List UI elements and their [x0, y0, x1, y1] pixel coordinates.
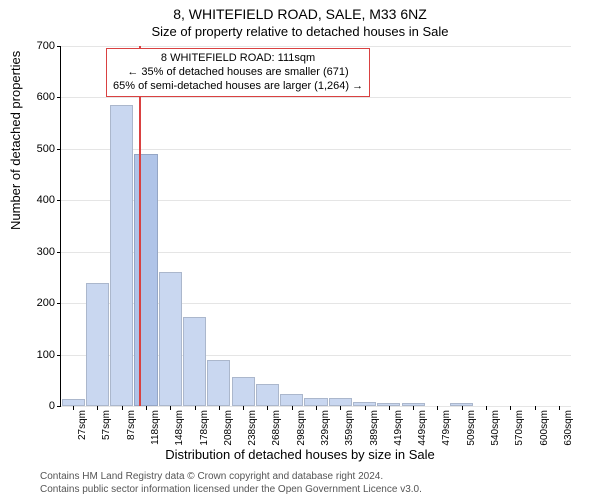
y-tick-label: 200 [37, 297, 55, 309]
x-tick-mark [292, 406, 293, 410]
y-tick-label: 600 [37, 91, 55, 103]
x-tick-label: 27sqm [77, 410, 88, 440]
annotation-line: 65% of semi-detached houses are larger (… [113, 80, 363, 94]
x-tick-label: 540sqm [490, 410, 501, 446]
x-tick-label: 479sqm [441, 410, 452, 446]
histogram-bar [86, 283, 109, 406]
x-tick-label: 178sqm [199, 410, 210, 446]
x-tick-mark [146, 406, 147, 410]
y-tick-label: 400 [37, 194, 55, 206]
gridline [61, 97, 571, 98]
x-tick-label: 570sqm [514, 410, 525, 446]
x-tick-mark [316, 406, 317, 410]
histogram-bar [159, 272, 182, 406]
annotation-line: ← 35% of detached houses are smaller (67… [113, 66, 363, 80]
x-tick-label: 359sqm [344, 410, 355, 446]
x-tick-label: 509sqm [466, 410, 477, 446]
histogram-bar [207, 360, 230, 406]
x-tick-mark [243, 406, 244, 410]
x-tick-mark [510, 406, 511, 410]
footnote-line: Contains HM Land Registry data © Crown c… [40, 471, 580, 484]
y-tick-mark [57, 252, 61, 253]
y-tick-mark [57, 303, 61, 304]
x-tick-mark [535, 406, 536, 410]
footnote-line: Contains public sector information licen… [40, 484, 580, 497]
x-tick-mark [97, 406, 98, 410]
histogram-bar [304, 398, 327, 406]
y-tick-mark [57, 355, 61, 356]
histogram-bar [62, 399, 85, 406]
x-tick-label: 449sqm [417, 410, 428, 446]
annotation-line: 8 WHITEFIELD ROAD: 111sqm [113, 52, 363, 66]
x-tick-label: 419sqm [393, 410, 404, 446]
x-tick-mark [340, 406, 341, 410]
histogram-bar [110, 105, 133, 406]
x-tick-label: 329sqm [320, 410, 331, 446]
y-tick-label: 100 [37, 349, 55, 361]
x-axis-label: Distribution of detached houses by size … [0, 447, 600, 462]
histogram-bar [280, 394, 303, 406]
y-tick-label: 500 [37, 143, 55, 155]
y-tick-mark [57, 406, 61, 407]
property-marker-line [139, 46, 141, 406]
x-tick-label: 148sqm [174, 410, 185, 446]
x-tick-label: 57sqm [101, 410, 112, 440]
y-tick-label: 0 [49, 400, 55, 412]
x-tick-label: 630sqm [563, 410, 574, 446]
y-tick-mark [57, 46, 61, 47]
x-tick-mark [413, 406, 414, 410]
x-tick-mark [219, 406, 220, 410]
x-tick-mark [170, 406, 171, 410]
histogram-bar [329, 398, 352, 406]
x-tick-mark [195, 406, 196, 410]
y-tick-label: 700 [37, 40, 55, 52]
x-tick-label: 268sqm [271, 410, 282, 446]
chart-footnotes: Contains HM Land Registry data © Crown c… [40, 471, 580, 496]
histogram-bar [256, 384, 279, 406]
x-tick-mark [559, 406, 560, 410]
x-tick-label: 238sqm [247, 410, 258, 446]
x-tick-label: 208sqm [223, 410, 234, 446]
histogram-chart: 8, WHITEFIELD ROAD, SALE, M33 6NZ Size o… [0, 0, 600, 500]
y-tick-label: 300 [37, 246, 55, 258]
gridline [61, 46, 571, 47]
x-tick-label: 118sqm [150, 410, 161, 445]
x-tick-label: 389sqm [369, 410, 380, 446]
chart-title-main: 8, WHITEFIELD ROAD, SALE, M33 6NZ [0, 6, 600, 22]
gridline [61, 149, 571, 150]
y-axis-label: Number of detached properties [8, 51, 23, 230]
x-tick-mark [122, 406, 123, 410]
y-tick-mark [57, 149, 61, 150]
y-tick-mark [57, 200, 61, 201]
annotation-box: 8 WHITEFIELD ROAD: 111sqm← 35% of detach… [106, 48, 370, 97]
x-tick-mark [267, 406, 268, 410]
x-tick-mark [389, 406, 390, 410]
x-tick-label: 600sqm [539, 410, 550, 446]
y-tick-mark [57, 97, 61, 98]
x-tick-mark [486, 406, 487, 410]
histogram-bar [232, 377, 255, 406]
plot-area: 010020030040050060070027sqm57sqm87sqm118… [60, 46, 571, 407]
x-tick-mark [73, 406, 74, 410]
chart-title-sub: Size of property relative to detached ho… [0, 24, 600, 39]
x-tick-label: 298sqm [296, 410, 307, 446]
x-tick-label: 87sqm [126, 410, 137, 440]
x-tick-mark [462, 406, 463, 410]
histogram-bar [183, 317, 206, 406]
x-tick-mark [365, 406, 366, 410]
x-tick-mark [437, 406, 438, 410]
